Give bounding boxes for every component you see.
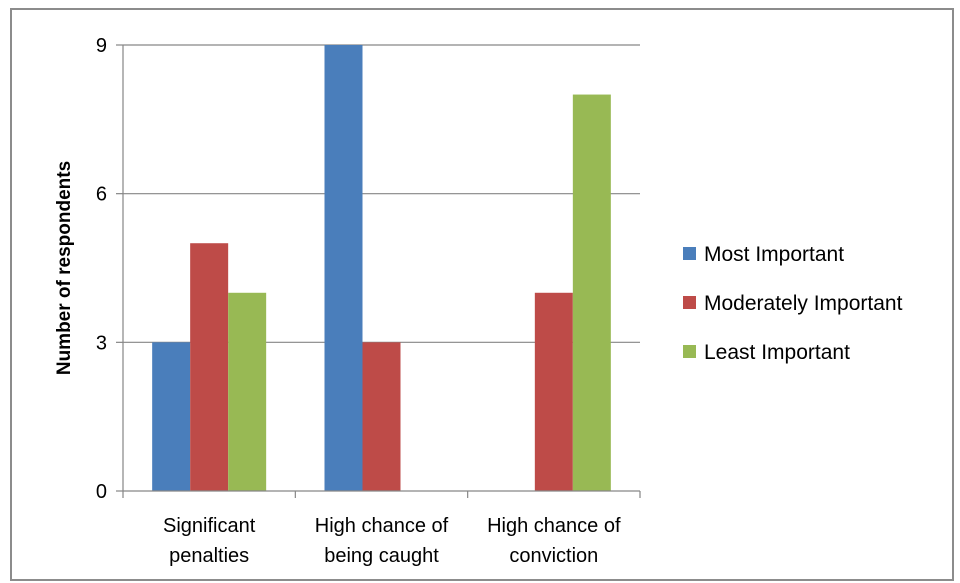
bar-least-important bbox=[572, 94, 611, 492]
legend-label: Most Important bbox=[704, 243, 844, 266]
legend-label: Moderately Important bbox=[704, 292, 903, 315]
bar-most-important bbox=[324, 45, 363, 491]
x-category-label: conviction bbox=[509, 545, 598, 567]
x-category-label: Significant bbox=[163, 515, 256, 537]
bar-moderately-important bbox=[362, 342, 401, 491]
x-category-label: High chance of bbox=[315, 515, 449, 537]
x-category-label: being caught bbox=[324, 545, 439, 567]
x-category-label: penalties bbox=[169, 545, 249, 567]
y-tick-label: 0 bbox=[96, 481, 107, 503]
legend-label: Least Important bbox=[704, 341, 850, 364]
legend-swatch bbox=[683, 247, 696, 260]
bars bbox=[152, 45, 611, 492]
legend-swatch bbox=[683, 345, 696, 358]
bar-moderately-important bbox=[190, 243, 229, 491]
x-category-label: High chance of bbox=[487, 515, 621, 537]
y-tick-label: 6 bbox=[96, 184, 107, 206]
legend-swatch bbox=[683, 296, 696, 309]
axes bbox=[116, 44, 641, 498]
y-tick-label: 9 bbox=[96, 35, 107, 57]
x-category-labels: Significant penalties High chance of being … bbox=[163, 515, 621, 567]
y-tick-label: 3 bbox=[96, 332, 107, 354]
bar-least-important bbox=[228, 292, 267, 491]
bar-most-important bbox=[152, 342, 191, 491]
bar-moderately-important bbox=[534, 292, 573, 491]
y-tick-labels: 0 3 6 9 bbox=[96, 35, 107, 503]
legend: Most Important Moderately Important Least … bbox=[683, 243, 903, 364]
y-axis-title: Number of respondents bbox=[54, 161, 75, 375]
